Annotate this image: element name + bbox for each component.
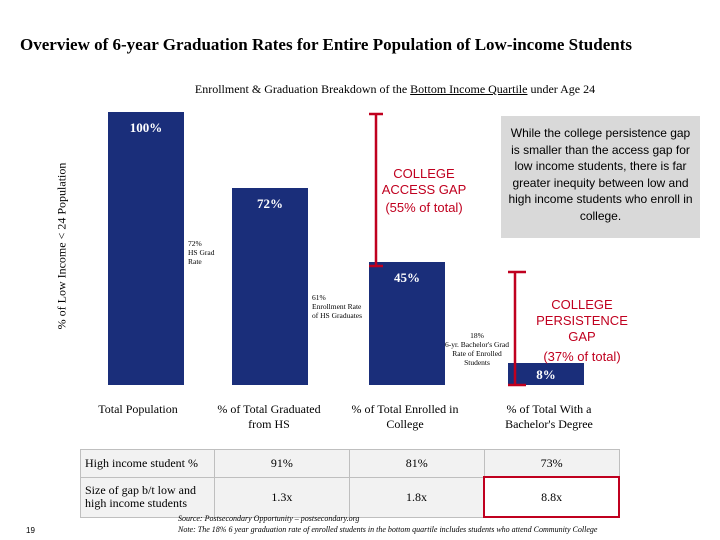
category-label: % of Total Enrolled in College (351, 402, 459, 431)
bar (232, 188, 308, 385)
enrollment-note-value: 61% (312, 293, 326, 302)
subtitle-underlined: Bottom Income Quartile (410, 82, 528, 96)
hs-grad-note-text: HS Grad Rate (188, 248, 215, 266)
chart-subtitle: Enrollment & Graduation Breakdown of the… (0, 82, 720, 97)
hs-grad-note: 72% HS Grad Rate (188, 239, 222, 266)
category-label: Total Population (98, 402, 178, 416)
table-row: High income student % 91% 81% 73% (80, 449, 620, 478)
table-cell-highlighted: 8.8x (483, 476, 620, 518)
bar-data-label: 8% (536, 366, 556, 382)
subtitle-suffix: under Age 24 (527, 82, 596, 96)
bar-data-label: 72% (257, 196, 283, 212)
category-label: % of Total Graduated from HS (217, 402, 321, 431)
bar (508, 363, 584, 385)
enrollment-note-text: Enrollment Rate of HS Graduates (312, 302, 362, 320)
bar-data-label: 45% (394, 270, 420, 286)
bar (369, 262, 445, 385)
access-gap-label: COLLEGE ACCESS GAP (381, 166, 467, 197)
table-cell: 1.8x (348, 476, 485, 518)
comparison-table: High income student % 91% 81% 73% Size o… (80, 449, 620, 518)
source-note: Source: Postsecondary Opportunity – post… (178, 513, 597, 535)
footnote-text: Note: The 18% 6 year graduation rate of … (178, 525, 598, 534)
persistence-gap-label: COLLEGE PERSISTENCE GAP (536, 297, 628, 344)
source-text: Source: Postsecondary Opportunity – post… (178, 514, 360, 523)
bar-data-label: 100% (129, 120, 163, 135)
page-number: 19 (26, 526, 35, 535)
table-row: Size of gap b/t low and high income stud… (80, 476, 620, 518)
access-gap-annotation: COLLEGE ACCESS GAP (55% of total) (380, 166, 468, 216)
access-gap-sub: (55% of total) (385, 200, 463, 215)
category-label: % of Total With a Bachelor's Degree (505, 402, 593, 431)
enrollment-note: 61% Enrollment Rate of HS Graduates (312, 293, 362, 320)
persistence-gap-annotation: COLLEGE PERSISTENCE GAP (37% of total) (524, 297, 640, 365)
bachelor-note: 18% 6-yr. Bachelor's Grad Rate of Enroll… (444, 331, 510, 367)
row-label: Size of gap b/t low and high income stud… (80, 476, 215, 518)
row-label: High income student % (80, 449, 215, 478)
hs-grad-note-value: 72% (188, 239, 202, 248)
subtitle-prefix: Enrollment & Graduation Breakdown of the (194, 82, 411, 96)
bar (108, 112, 184, 385)
y-axis-label-text: % of Low Income < 24 Population (54, 162, 69, 330)
table-cell: 1.3x (214, 476, 350, 518)
callout-box: While the college persistence gap is sma… (501, 116, 700, 238)
bachelor-note-text: 6-yr. Bachelor's Grad Rate of Enrolled S… (444, 340, 510, 367)
page-title: Overview of 6-year Graduation Rates for … (20, 35, 632, 54)
table-cell: 81% (348, 449, 485, 478)
table-cell: 73% (483, 449, 620, 478)
bachelor-note-value: 18% (470, 331, 484, 340)
table-cell: 91% (214, 449, 350, 478)
persistence-gap-sub: (37% of total) (543, 349, 621, 364)
